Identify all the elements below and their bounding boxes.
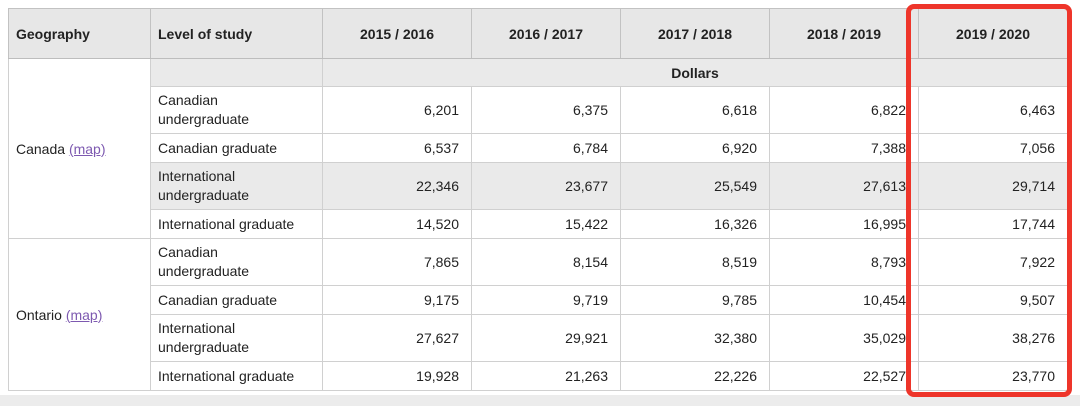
- value-cell-2016/2017: 6,375: [471, 86, 621, 134]
- value-cell-2016/2017: 23,677: [471, 162, 621, 210]
- value-cell-2018/2019: 16,995: [769, 209, 919, 239]
- level-of-study-cell: International undergraduate: [150, 162, 323, 210]
- level-of-study-cell: Canadian graduate: [150, 133, 323, 163]
- col-header-geography: Geography: [8, 8, 151, 59]
- value-cell-2017/2018: 32,380: [620, 314, 770, 362]
- value-cell-2019/2020: 29,714: [918, 162, 1068, 210]
- value-cell-2016/2017: 29,921: [471, 314, 621, 362]
- value-cell-2015/2016: 6,537: [322, 133, 472, 163]
- geography-cell-canada: Canada (map): [8, 58, 151, 239]
- value-cell-2018/2019: 10,454: [769, 285, 919, 315]
- bottom-strip: [0, 395, 1080, 406]
- value-cell-2015/2016: 6,201: [322, 86, 472, 134]
- map-link-ontario[interactable]: (map): [65, 306, 103, 323]
- col-header-2019-2020: 2019 / 2020: [918, 8, 1068, 59]
- level-of-study-cell: International graduate: [150, 209, 323, 239]
- value-cell-2019/2020: 7,056: [918, 133, 1068, 163]
- value-cell-2019/2020: 6,463: [918, 86, 1068, 134]
- value-cell-2019/2020: 7,922: [918, 238, 1068, 286]
- table-row: International graduate 14,520 15,422 16,326…: [9, 209, 1068, 239]
- level-of-study-label: Canadian graduate: [158, 291, 278, 308]
- level-of-study-cell: International graduate: [150, 361, 323, 391]
- value-cell-2019/2020: 38,276: [918, 314, 1068, 362]
- empty-cell: [150, 58, 323, 87]
- level-of-study-label: International undergraduate: [158, 320, 250, 355]
- level-of-study-cell: International undergraduate: [150, 314, 323, 362]
- value-cell-2016/2017: 9,719: [471, 285, 621, 315]
- level-of-study-label: Canadian graduate: [158, 139, 278, 156]
- value-cell-2015/2016: 7,865: [322, 238, 472, 286]
- value-cell-2016/2017: 21,263: [471, 361, 621, 391]
- level-of-study-cell: Canadian undergraduate: [150, 86, 323, 134]
- table-row: Canadian graduate 9,175 9,719 9,785 10,454 9,…: [9, 285, 1068, 315]
- unit-row: Canada (map) Dollars: [8, 58, 1068, 239]
- tuition-table: Geography Level of study 2015 / 2016 201…: [8, 8, 1068, 391]
- value-cell-2017/2018: 8,519: [620, 238, 770, 286]
- geography-cell-ontario: Ontario (map): [8, 238, 151, 391]
- table-row: Ontario (map) Canadian undergraduate 7,865…: [8, 238, 1068, 391]
- level-of-study-label: International graduate: [158, 367, 295, 384]
- value-cell-2015/2016: 22,346: [322, 162, 472, 210]
- col-header-2017-2018: 2017 / 2018: [620, 8, 770, 59]
- table-row: International graduate 19,928 21,263 22,226…: [9, 361, 1068, 391]
- col-header-2018-2019: 2018 / 2019: [769, 8, 919, 59]
- table-header-row: Geography Level of study 2015 / 2016 201…: [8, 8, 1068, 59]
- level-of-study-label: International graduate: [158, 215, 295, 232]
- value-cell-2017/2018: 16,326: [620, 209, 770, 239]
- value-cell-2017/2018: 6,618: [620, 86, 770, 134]
- level-of-study-label: Canadian undergraduate: [158, 92, 250, 127]
- value-cell-2018/2019: 6,822: [769, 86, 919, 134]
- level-of-study-label: Canadian undergraduate: [158, 244, 250, 279]
- value-cell-2017/2018: 25,549: [620, 162, 770, 210]
- col-header-2016-2017: 2016 / 2017: [471, 8, 621, 59]
- col-header-2015-2016: 2015 / 2016: [322, 8, 472, 59]
- value-cell-2016/2017: 15,422: [471, 209, 621, 239]
- value-cell-2017/2018: 6,920: [620, 133, 770, 163]
- level-of-study-label: International undergraduate: [158, 168, 250, 203]
- unit-label: Dollars: [322, 58, 1068, 87]
- table-row: Canadian undergraduate 6,201 6,375 6,618 6,8…: [9, 86, 1068, 134]
- value-cell-2015/2016: 14,520: [322, 209, 472, 239]
- level-of-study-cell: Canadian undergraduate: [150, 238, 323, 286]
- map-link-canada[interactable]: (map): [68, 140, 106, 157]
- table-row: Canadian graduate 6,537 6,784 6,920 7,388 7,0…: [9, 133, 1068, 163]
- value-cell-2015/2016: 9,175: [322, 285, 472, 315]
- col-header-level-of-study: Level of study: [150, 8, 323, 59]
- value-cell-2019/2020: 9,507: [918, 285, 1068, 315]
- value-cell-2019/2020: 23,770: [918, 361, 1068, 391]
- value-cell-2018/2019: 7,388: [769, 133, 919, 163]
- value-cell-2016/2017: 8,154: [471, 238, 621, 286]
- table-row: International undergraduate 27,627 29,921 3…: [9, 314, 1068, 362]
- value-cell-2017/2018: 9,785: [620, 285, 770, 315]
- value-cell-2018/2019: 22,527: [769, 361, 919, 391]
- value-cell-2015/2016: 19,928: [322, 361, 472, 391]
- value-cell-2018/2019: 35,029: [769, 314, 919, 362]
- value-cell-2019/2020: 17,744: [918, 209, 1068, 239]
- value-cell-2018/2019: 27,613: [769, 162, 919, 210]
- table-row: International undergraduate 22,346 23,677 2…: [9, 162, 1068, 210]
- value-cell-2017/2018: 22,226: [620, 361, 770, 391]
- value-cell-2018/2019: 8,793: [769, 238, 919, 286]
- value-cell-2016/2017: 6,784: [471, 133, 621, 163]
- level-of-study-cell: Canadian graduate: [150, 285, 323, 315]
- value-cell-2015/2016: 27,627: [322, 314, 472, 362]
